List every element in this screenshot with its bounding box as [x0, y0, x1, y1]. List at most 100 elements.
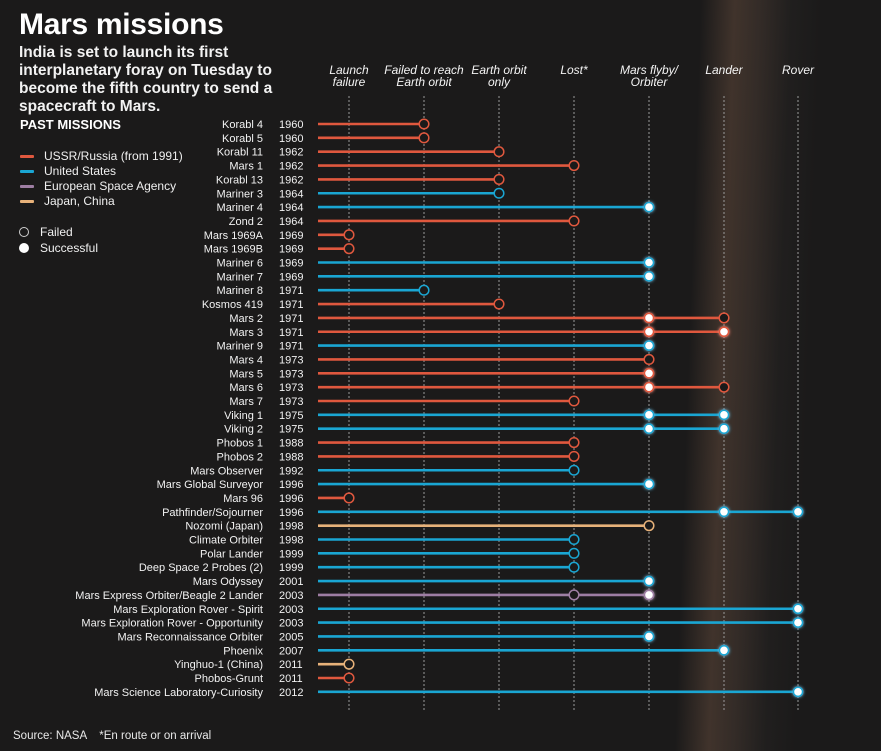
mission-year: 1960	[279, 119, 303, 131]
mission-year: 1969	[279, 258, 303, 270]
mission-row: Mars Global Surveyor 1996	[157, 478, 655, 491]
success-marker	[792, 686, 804, 698]
mission-row: Mariner 4 1964	[217, 201, 655, 214]
success-marker	[643, 340, 655, 351]
mission-row: Polar Lander 1999	[200, 547, 580, 560]
failed-marker	[343, 492, 355, 504]
mission-row: Mars Odyssey 2001	[193, 575, 655, 588]
mission-name: Deep Space 2 Probes (2)	[139, 562, 263, 574]
mission-year: 1996	[279, 493, 303, 505]
success-marker	[718, 423, 730, 435]
mission-row: Yinghuo-1 (China) 2011	[174, 658, 355, 671]
mission-row: Mars Express Orbiter/Beagle 2 Lander 2003	[75, 589, 655, 602]
failed-marker	[493, 187, 505, 199]
mission-name: Viking 1	[224, 410, 263, 422]
mission-name: Nozomi (Japan)	[185, 521, 263, 533]
mission-year: 2011	[279, 659, 303, 671]
mission-year: 1998	[279, 535, 303, 547]
success-marker	[643, 270, 655, 282]
mission-year: 1971	[279, 327, 303, 339]
failed-marker	[343, 243, 355, 255]
failed-marker	[418, 132, 430, 144]
mission-year: 1973	[279, 382, 303, 394]
mission-year: 1962	[279, 147, 303, 159]
mission-row: Mariner 9 1971	[217, 340, 655, 353]
stage-header-line: Earth orbit	[471, 63, 527, 77]
mission-name: Mars Exploration Rover - Opportunity	[81, 618, 263, 630]
source-note: Source: NASA *En route or on arrival	[13, 730, 212, 742]
stage-header-line: Earth orbit	[396, 75, 452, 89]
mission-name: Climate Orbiter	[189, 535, 263, 547]
mission-name: Mars 7	[229, 396, 263, 408]
mission-row: Mars Exploration Rover - Spirit 2003	[113, 603, 804, 616]
mission-name: Phobos-Grunt	[195, 673, 263, 685]
mission-name: Mars 3	[229, 327, 263, 339]
success-marker	[643, 409, 655, 421]
stage-header-line: Lost*	[560, 63, 588, 77]
success-marker	[718, 326, 730, 338]
mission-row: Nozomi (Japan) 1998	[185, 520, 655, 533]
mission-year: 1973	[279, 396, 303, 408]
mission-year: 1971	[279, 313, 303, 325]
success-marker	[643, 367, 655, 379]
mission-row: Viking 2 1975	[224, 423, 730, 436]
failed-marker	[343, 229, 355, 241]
mission-name: Mars Science Laboratory-Curiosity	[94, 687, 263, 699]
failed-marker	[568, 160, 580, 172]
mission-name: Mars 1969B	[204, 244, 263, 256]
mission-row: Phoenix 2007	[223, 644, 730, 657]
mission-name: Mars 1	[229, 161, 263, 173]
stage-header: Lost*	[519, 64, 629, 76]
failed-marker	[568, 437, 580, 449]
mission-name: Korabl 13	[216, 174, 263, 186]
legend-label: Japan, China	[44, 194, 115, 208]
mission-row: Phobos 1 1988	[217, 437, 580, 450]
mission-name: Mars Express Orbiter/Beagle 2 Lander	[75, 590, 263, 602]
success-marker	[792, 603, 804, 615]
failed-marker	[343, 658, 355, 670]
stage-header-line: Failed to reach	[384, 63, 464, 77]
mission-year: 1964	[279, 216, 303, 228]
mission-row: Mars 6 1973	[229, 381, 730, 394]
mission-year: 1964	[279, 188, 303, 200]
mission-row: Mariner 6 1969	[217, 257, 655, 270]
legend-item-us: United States	[20, 164, 116, 178]
failed-marker	[718, 312, 730, 324]
mission-name: Mariner 3	[217, 188, 263, 200]
legend-item-esa: European Space Agency	[20, 179, 176, 193]
mission-name: Pathfinder/Sojourner	[162, 507, 263, 519]
mission-year: 1962	[279, 161, 303, 173]
failed-marker	[568, 395, 580, 407]
failed-marker	[643, 353, 655, 366]
legend-item-ussr: USSR/Russia (from 1991)	[20, 149, 183, 163]
mission-name: Mars Reconnaissance Orbiter	[117, 631, 263, 643]
failed-marker	[568, 589, 580, 601]
stage-header: Earth orbit only	[444, 64, 554, 88]
mission-name: Zond 2	[229, 216, 263, 228]
success-marker	[643, 381, 655, 393]
mission-year: 1969	[279, 244, 303, 256]
mission-name: Korabl 11	[217, 147, 263, 159]
mission-year: 1973	[279, 354, 303, 366]
mission-name: Mars 5	[229, 368, 263, 380]
stage-header: Launch failure	[294, 64, 404, 88]
mission-row: Phobos 2 1988	[217, 450, 580, 463]
stage-header: Mars flyby/Orbiter	[594, 64, 704, 88]
mission-row: Mars 2 1971	[229, 312, 730, 325]
failed-marker	[493, 298, 505, 310]
mission-year: 2003	[279, 590, 303, 602]
legend-label: USSR/Russia (from 1991)	[44, 149, 183, 163]
legend-label: Successful	[40, 241, 99, 255]
mission-row: Mars 4 1973	[229, 353, 655, 366]
legend-label: European Space Agency	[44, 179, 177, 193]
mission-name: Mars 4	[229, 354, 263, 366]
mission-year: 1971	[279, 341, 303, 353]
mission-row: Mariner 3 1964	[217, 187, 505, 200]
failed-marker	[568, 547, 580, 559]
failed-marker	[718, 381, 730, 393]
failed-marker	[343, 672, 355, 684]
stage-header: Lander	[669, 64, 779, 76]
mission-name: Mars Observer	[190, 465, 263, 477]
stage-header-line: Rover	[781, 63, 814, 77]
